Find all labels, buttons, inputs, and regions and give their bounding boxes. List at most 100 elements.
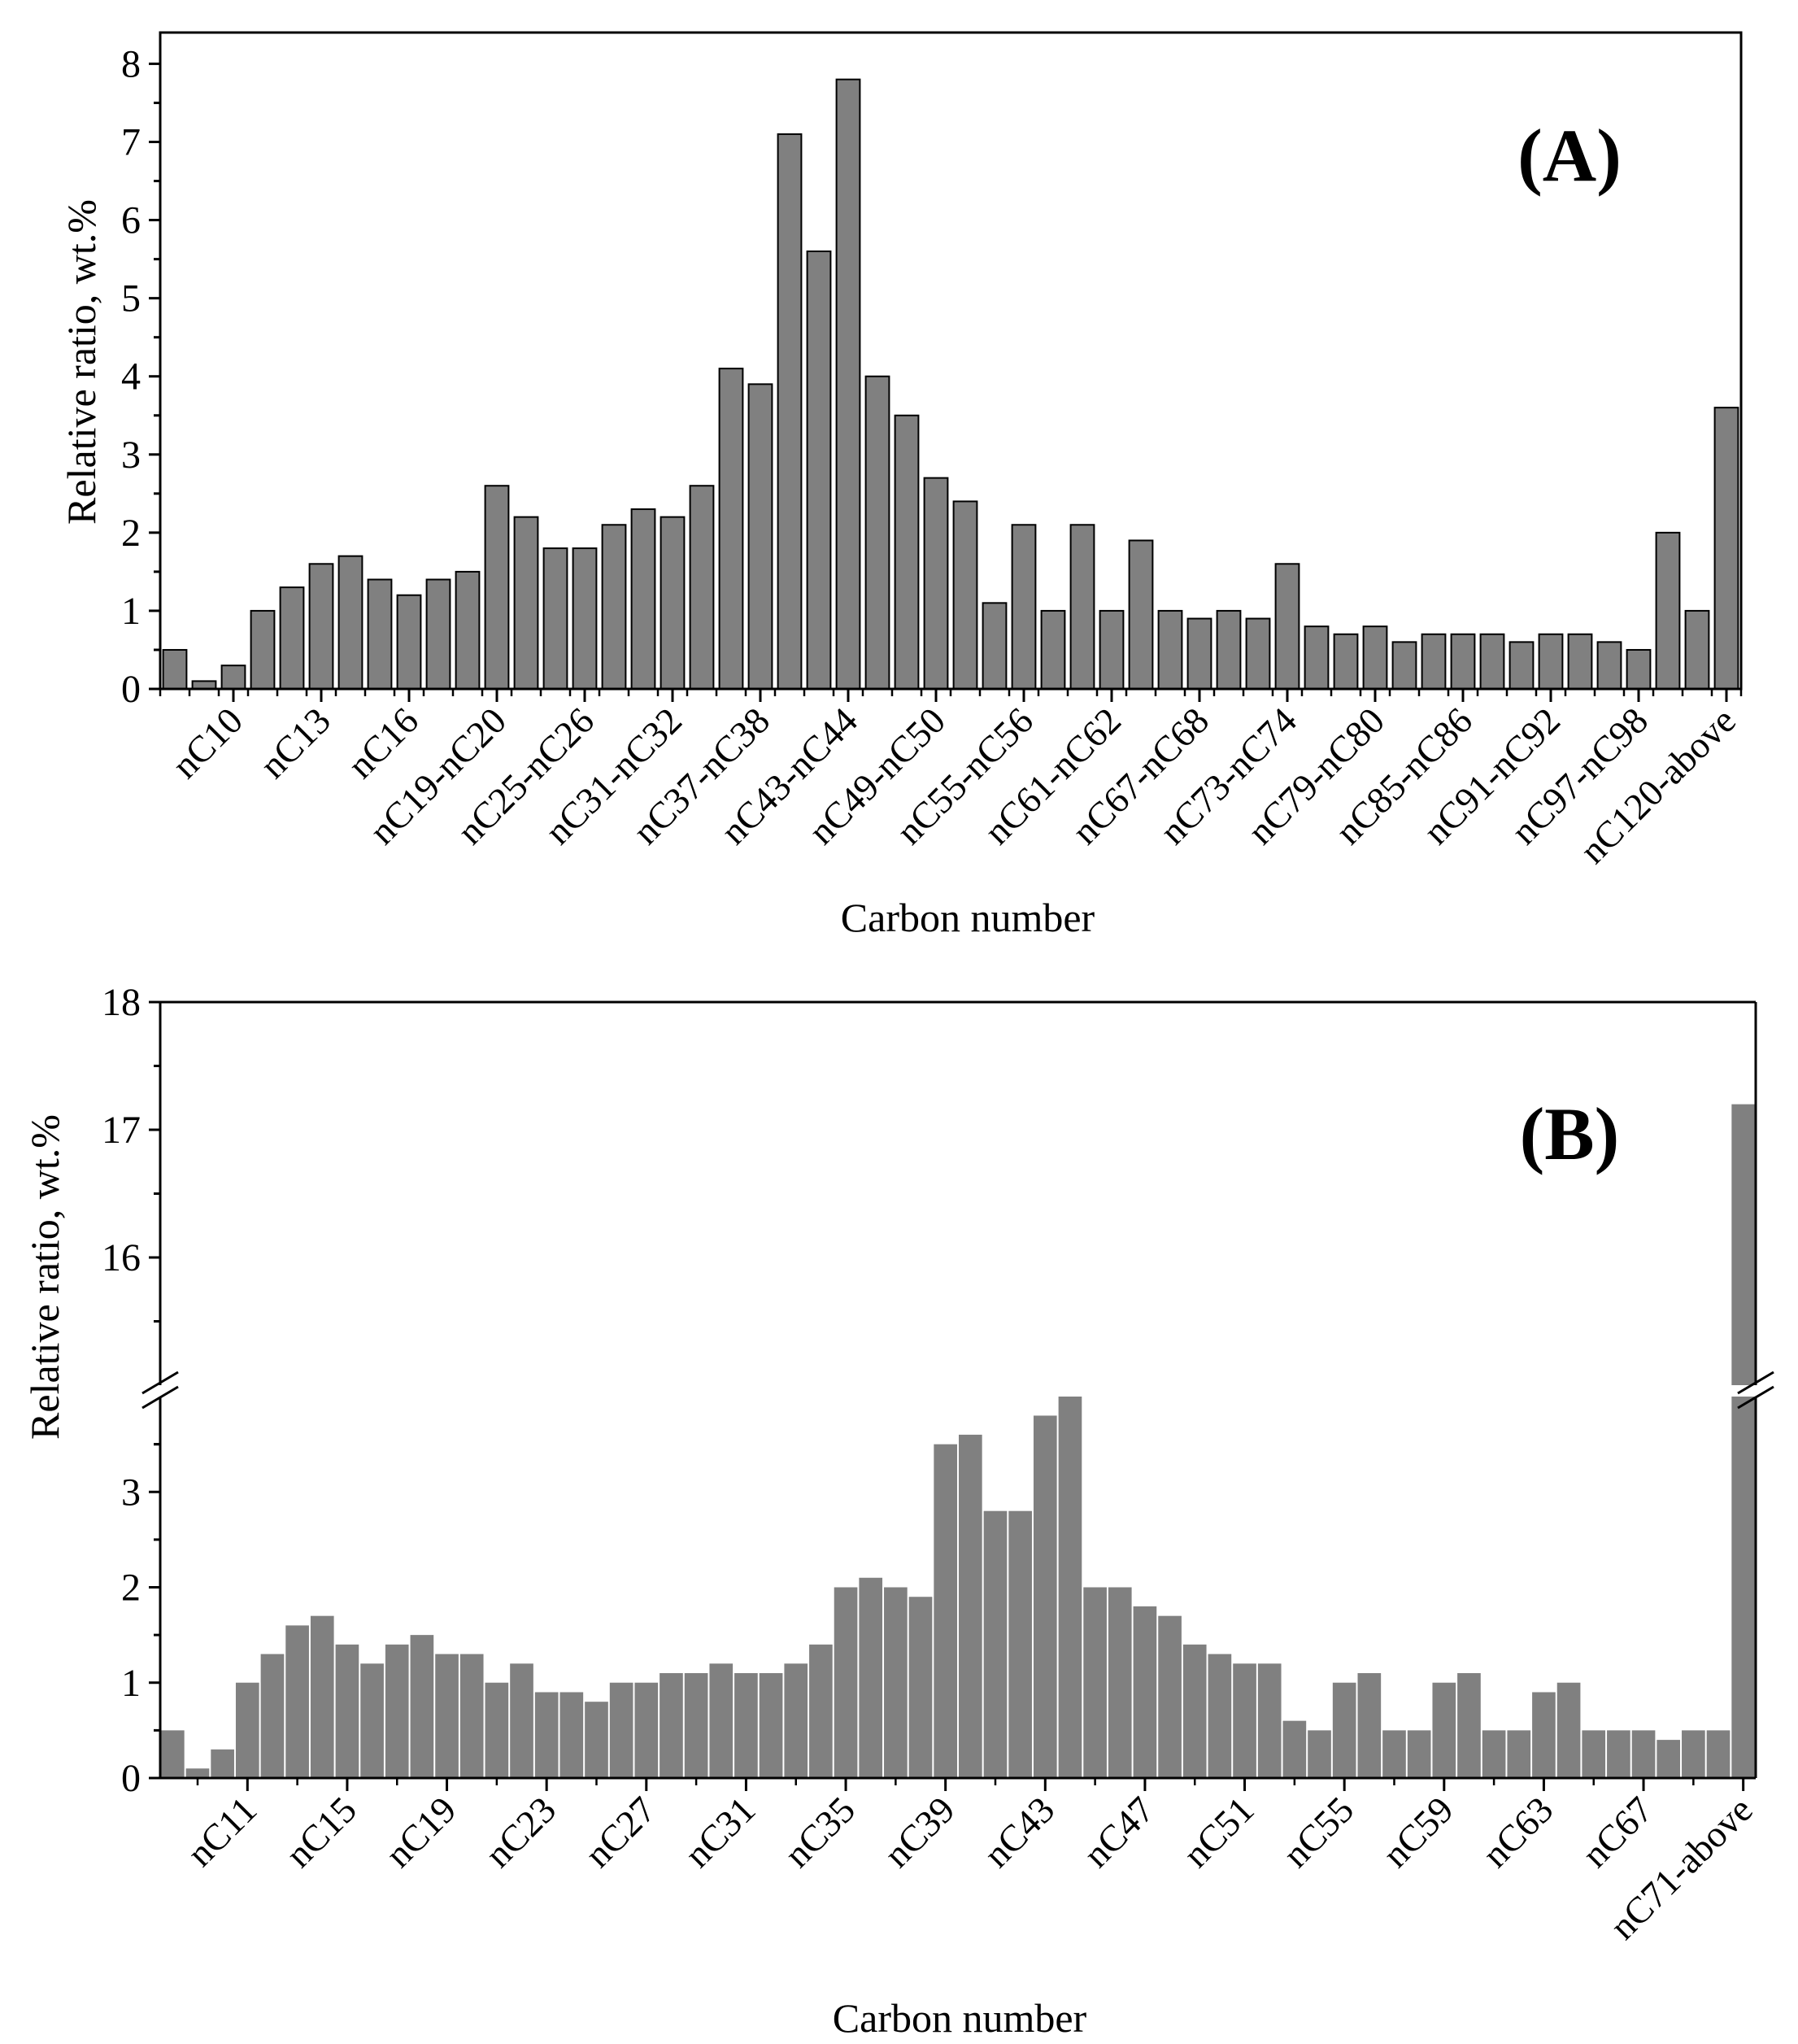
x-tick-label-b: nC67 <box>1574 1789 1661 1876</box>
bar-b-28 <box>859 1577 883 1778</box>
bar-b-3 <box>235 1682 259 1778</box>
panel-label-a: (A) <box>1517 114 1622 197</box>
bar-b-26 <box>809 1644 833 1778</box>
panel-label-b: (B) <box>1520 1092 1620 1175</box>
bar-a-34 <box>1157 609 1183 691</box>
y-tick-label-b: 0 <box>121 1757 141 1800</box>
bar-b-39 <box>1133 1606 1157 1778</box>
bar-b-62 <box>1706 1730 1731 1778</box>
bar-a-20 <box>747 383 773 690</box>
bar-a-5 <box>308 563 334 690</box>
bar-a-35 <box>1186 617 1212 690</box>
bar-b-50 <box>1407 1730 1431 1778</box>
bar-b-8 <box>360 1663 384 1778</box>
bar-b-22 <box>709 1663 734 1778</box>
bar-a-33 <box>1128 539 1154 691</box>
bar-b-48 <box>1357 1673 1382 1778</box>
bar-a-36 <box>1216 609 1242 691</box>
bar-b-47 <box>1332 1682 1356 1778</box>
bar-a-43 <box>1421 633 1447 690</box>
bar-a-39 <box>1304 625 1330 691</box>
axis-break-mark-b <box>141 1385 179 1410</box>
bar-b-5 <box>285 1625 309 1778</box>
bar-a-6 <box>337 555 364 691</box>
x-tick-label-b: nC51 <box>1175 1789 1262 1876</box>
bar-b-33 <box>983 1510 1008 1778</box>
bar-a-37 <box>1245 617 1271 690</box>
y-tick-label-b: 2 <box>121 1567 141 1610</box>
y-tick-label-b: 17 <box>102 1109 141 1152</box>
bar-b-51 <box>1432 1682 1456 1778</box>
bar-a-10 <box>455 570 481 691</box>
bar-a-50 <box>1626 648 1652 691</box>
y-tick-label-a: 2 <box>121 512 141 555</box>
bar-b-20 <box>660 1673 683 1778</box>
bar-b-46 <box>1308 1730 1331 1778</box>
x-tick-label-b: nC27 <box>577 1789 664 1876</box>
bar-b-25 <box>784 1663 808 1778</box>
bar-a-13 <box>542 547 568 690</box>
bar-a-17 <box>660 516 686 691</box>
bar-b-10 <box>410 1635 434 1778</box>
bar-a-40 <box>1333 633 1359 690</box>
bar-b-6 <box>310 1615 334 1778</box>
bar-b-13 <box>485 1682 509 1778</box>
y-tick-label-a: 6 <box>121 199 141 242</box>
bar-b-35 <box>1033 1415 1057 1778</box>
y-axis-title-a: Relative ratio, wt.% <box>59 199 104 525</box>
y-tick-label-a: 1 <box>121 590 141 633</box>
plot-frame-a <box>159 31 1743 691</box>
bar-b-11 <box>435 1654 459 1778</box>
bar-b-16 <box>559 1692 584 1778</box>
bar-b-49 <box>1382 1730 1406 1778</box>
bar-b-36 <box>1058 1397 1082 1778</box>
bar-a-49 <box>1596 641 1622 690</box>
y-tick-label-a: 4 <box>121 355 141 399</box>
bar-b-54 <box>1507 1730 1531 1778</box>
bar-b-32 <box>959 1434 982 1778</box>
bar-b-43 <box>1233 1663 1256 1778</box>
y-tick-label-b: 1 <box>121 1662 141 1705</box>
bar-b-7 <box>335 1644 359 1778</box>
y-tick-label-a: 8 <box>121 42 141 85</box>
bar-a-53 <box>1713 407 1739 690</box>
x-axis-title-a: Carbon number <box>841 895 1095 940</box>
bar-b-9 <box>385 1644 409 1778</box>
bar-b-4 <box>260 1654 285 1778</box>
x-tick-label-a: nC13 <box>252 699 339 787</box>
bar-a-0 <box>162 648 188 691</box>
axis-break-mark-b <box>141 1371 179 1395</box>
bar-b-37 <box>1083 1587 1107 1778</box>
bar-a-3 <box>250 609 276 691</box>
bar-a-48 <box>1567 633 1593 690</box>
x-tick-label-a: nC10 <box>164 699 251 787</box>
x-tick-label-b: nC11 <box>179 1789 264 1874</box>
y-tick-label-b: 18 <box>102 981 141 1024</box>
bar-b-55 <box>1532 1692 1556 1778</box>
axis-break-mark-b <box>1737 1385 1774 1410</box>
y-tick-label-a: 0 <box>121 668 141 711</box>
bar-b-19 <box>634 1682 659 1778</box>
bar-a-52 <box>1684 609 1710 691</box>
axis-break-mark-b <box>1737 1371 1774 1395</box>
bar-a-19 <box>718 368 744 690</box>
bar-b-27 <box>834 1587 858 1778</box>
x-tick-label-b: nC55 <box>1275 1789 1362 1876</box>
bar-a-4 <box>279 586 305 690</box>
x-tick-label-b: nC43 <box>976 1789 1063 1876</box>
bar-a-44 <box>1450 633 1476 690</box>
bar-b-40 <box>1158 1615 1182 1778</box>
x-tick-label-b: nC31 <box>677 1789 764 1876</box>
bar-b-30 <box>908 1597 933 1778</box>
bar-b-57 <box>1582 1730 1606 1778</box>
bar-a-29 <box>1011 524 1037 690</box>
bar-b-12 <box>459 1654 484 1778</box>
bar-b-21 <box>684 1673 708 1778</box>
bar-a-15 <box>601 524 627 690</box>
bar-a-28 <box>982 602 1008 690</box>
bar-b-60 <box>1657 1740 1681 1778</box>
bar-a-24 <box>864 375 890 690</box>
bar-b-44 <box>1257 1663 1282 1778</box>
x-tick-label-b: nC23 <box>477 1789 564 1876</box>
